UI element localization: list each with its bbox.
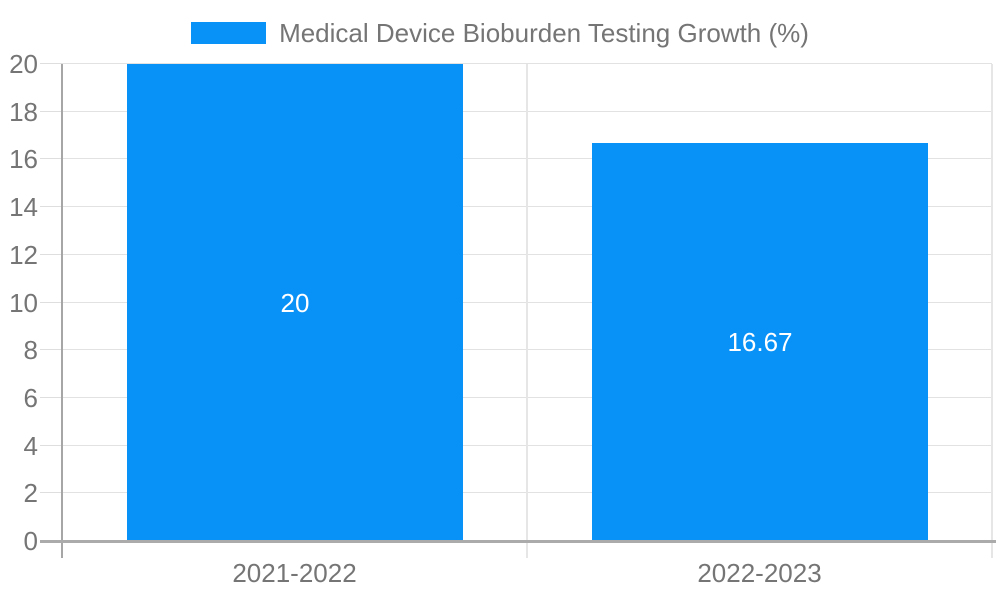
- bar-value-label: 16.67: [727, 327, 793, 358]
- y-axis-label: 8: [23, 335, 38, 366]
- y-tick: [40, 63, 62, 64]
- y-gridline: [62, 63, 992, 64]
- y-tick: [40, 349, 62, 351]
- y-tick: [40, 158, 62, 160]
- category-gridline: [526, 64, 528, 558]
- y-axis-label: 18: [9, 96, 38, 127]
- x-axis-label: 2022-2023: [697, 558, 822, 588]
- y-axis-label: 10: [9, 287, 38, 318]
- y-tick: [40, 396, 62, 398]
- y-axis-label: 6: [23, 382, 38, 413]
- y-axis-label: 16: [9, 144, 38, 175]
- category-gridline: [991, 64, 993, 558]
- y-axis-label: 14: [9, 192, 38, 223]
- y-tick: [40, 301, 62, 303]
- y-axis-label: 2: [23, 478, 38, 509]
- y-axis-label: 4: [23, 430, 38, 461]
- y-axis-label: 20: [9, 49, 38, 79]
- y-tick: [40, 110, 62, 112]
- legend-swatch: [191, 22, 267, 44]
- y-tick: [40, 253, 62, 255]
- x-axis-label: 2021-2022: [232, 558, 357, 588]
- y-tick: [40, 444, 62, 446]
- y-axis-label: 12: [9, 239, 38, 270]
- bar-value-label: 20: [280, 287, 310, 318]
- bar[interactable]: [592, 143, 928, 541]
- x-axis-line: [40, 540, 996, 543]
- y-axis-label: 0: [23, 526, 38, 556]
- legend-label: Medical Device Bioburden Testing Growth …: [279, 18, 809, 48]
- y-tick: [40, 492, 62, 494]
- y-axis-line: [61, 64, 63, 558]
- y-tick: [40, 206, 62, 208]
- chart-legend[interactable]: Medical Device Bioburden Testing Growth …: [0, 18, 1000, 48]
- bar[interactable]: [127, 64, 463, 541]
